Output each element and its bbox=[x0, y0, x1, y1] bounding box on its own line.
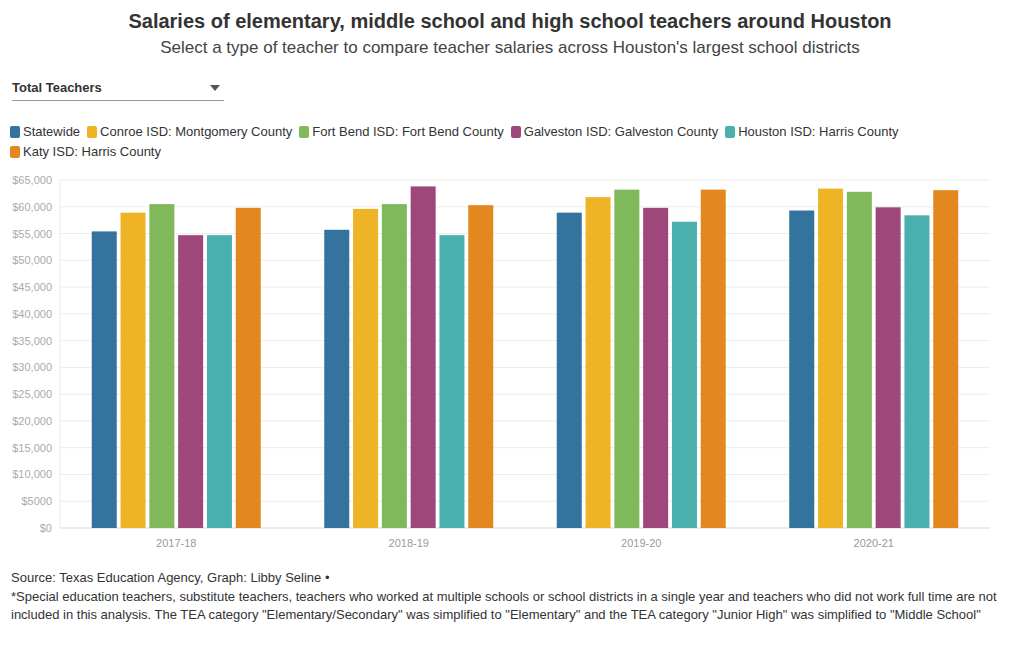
y-axis: $0 $5000 $10,000 $15,000 $20,000 $25,000 $30,0… bbox=[12, 174, 52, 534]
chart: $0 $5000 $10,000 $15,000 $20,000 $25,000 $30,0… bbox=[0, 0, 1020, 565]
bar[interactable] bbox=[92, 231, 117, 528]
legend-swatch bbox=[725, 126, 735, 138]
bar[interactable] bbox=[353, 209, 378, 528]
bar[interactable] bbox=[149, 204, 174, 528]
y-tick-label: $40,000 bbox=[12, 308, 52, 320]
bar[interactable] bbox=[847, 192, 872, 528]
legend-label: Conroe ISD: Montgomery County bbox=[100, 124, 292, 140]
bar[interactable] bbox=[818, 189, 843, 528]
bar[interactable] bbox=[701, 190, 726, 528]
legend-swatch bbox=[299, 126, 309, 138]
bar[interactable] bbox=[643, 208, 668, 528]
y-tick-label: $0 bbox=[40, 522, 52, 534]
bar[interactable] bbox=[178, 235, 203, 528]
bar[interactable] bbox=[121, 213, 146, 528]
x-axis: 2017-18 2018-19 2019-20 2020-21 bbox=[156, 537, 894, 549]
bar[interactable] bbox=[614, 190, 639, 528]
bar[interactable] bbox=[876, 207, 901, 528]
grid-line bbox=[60, 180, 990, 181]
legend-label: Galveston ISD: Galveston County bbox=[524, 124, 718, 140]
y-tick-label: $15,000 bbox=[12, 442, 52, 454]
y-tick-label: $25,000 bbox=[12, 388, 52, 400]
y-tick-label: $10,000 bbox=[12, 468, 52, 480]
y-tick-label: $50,000 bbox=[12, 254, 52, 266]
x-tick-label: 2018-19 bbox=[389, 537, 429, 549]
bar[interactable] bbox=[557, 213, 582, 528]
bar[interactable] bbox=[207, 235, 232, 528]
legend-label: Katy ISD: Harris County bbox=[23, 144, 161, 160]
x-tick-label: 2019-20 bbox=[621, 537, 661, 549]
legend-label: Statewide bbox=[23, 124, 80, 140]
legend-item[interactable]: Houston ISD: Harris County bbox=[725, 124, 898, 140]
y-tick-label: $55,000 bbox=[12, 228, 52, 240]
selector-arrow bbox=[210, 85, 220, 91]
x-tick-label: 2020-21 bbox=[854, 537, 894, 549]
bar[interactable] bbox=[439, 235, 464, 528]
legend-swatch bbox=[511, 126, 521, 138]
legend-item[interactable]: Conroe ISD: Montgomery County bbox=[87, 124, 292, 140]
bar[interactable] bbox=[236, 208, 261, 528]
note: *Special education teachers, substitute … bbox=[11, 588, 1011, 624]
y-tick-label: $60,000 bbox=[12, 201, 52, 213]
subtitle: Select a type of teacher to compare teac… bbox=[0, 38, 1020, 58]
y-tick-label: $45,000 bbox=[12, 281, 52, 293]
title: Salaries of elementary, middle school an… bbox=[0, 10, 1020, 33]
legend-label: Fort Bend ISD: Fort Bend County bbox=[312, 124, 503, 140]
legend-item[interactable]: Statewide bbox=[10, 124, 80, 140]
x-tick-label: 2017-18 bbox=[156, 537, 196, 549]
bar[interactable] bbox=[382, 204, 407, 528]
legend-item[interactable]: Galveston ISD: Galveston County bbox=[511, 124, 718, 140]
bar[interactable] bbox=[789, 211, 814, 528]
bars bbox=[92, 186, 959, 528]
bar[interactable] bbox=[586, 197, 611, 528]
selector[interactable]: Total Teachers bbox=[12, 80, 224, 101]
legend: Statewide Conroe ISD: Montgomery County Fo… bbox=[10, 124, 910, 160]
legend-swatch bbox=[10, 126, 20, 138]
bar[interactable] bbox=[411, 186, 436, 528]
grid bbox=[60, 180, 990, 528]
y-axis-line bbox=[60, 180, 61, 528]
source: Source: Texas Education Agency, Graph: L… bbox=[11, 570, 329, 585]
bar[interactable] bbox=[324, 230, 349, 528]
legend-swatch bbox=[10, 146, 20, 158]
legend-item[interactable]: Fort Bend ISD: Fort Bend County bbox=[299, 124, 503, 140]
y-tick-label: $20,000 bbox=[12, 415, 52, 427]
bar[interactable] bbox=[672, 222, 697, 528]
selector-label: Total Teachers bbox=[12, 80, 102, 95]
y-tick-label: $30,000 bbox=[12, 361, 52, 373]
legend-swatch bbox=[87, 126, 97, 138]
y-tick-label: $35,000 bbox=[12, 335, 52, 347]
bar[interactable] bbox=[933, 190, 958, 528]
bar[interactable] bbox=[904, 215, 929, 528]
y-tick-label: $5000 bbox=[21, 495, 52, 507]
legend-label: Houston ISD: Harris County bbox=[738, 124, 898, 140]
legend-item[interactable]: Katy ISD: Harris County bbox=[10, 144, 161, 160]
y-tick-label: $65,000 bbox=[12, 174, 52, 186]
bar[interactable] bbox=[468, 205, 493, 528]
